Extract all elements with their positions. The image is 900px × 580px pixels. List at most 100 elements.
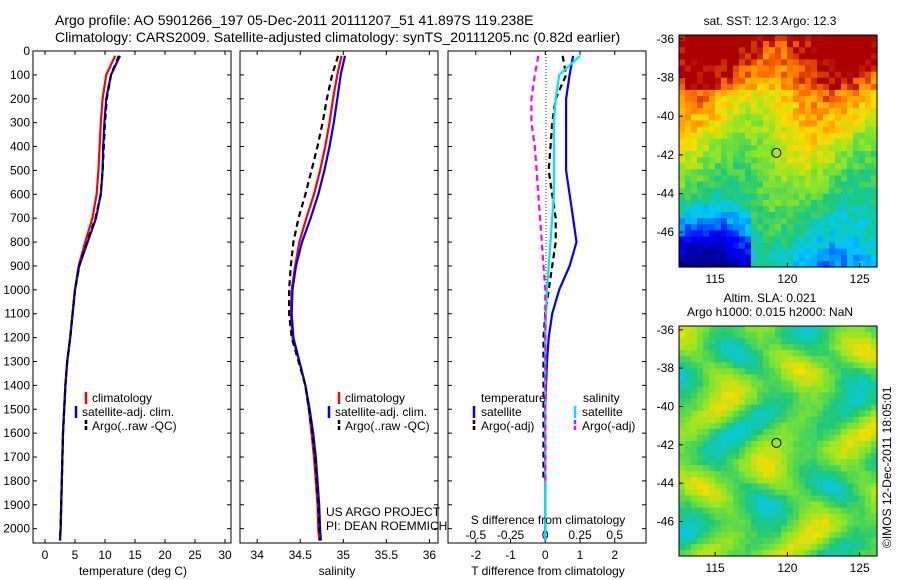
map-cell (751, 422, 758, 430)
map-cell (793, 230, 800, 238)
map-cell (841, 537, 848, 545)
map-cell (709, 126, 716, 134)
map-cell (715, 96, 722, 103)
map-cell (679, 428, 686, 436)
map-cell (793, 422, 800, 430)
lat-tick-label: -42 (657, 438, 675, 452)
map-cell (805, 525, 812, 533)
map-cell (835, 260, 842, 268)
map-cell (757, 549, 764, 557)
map-cell (769, 471, 776, 478)
map-cell (787, 157, 794, 164)
map-cell (787, 507, 794, 515)
map-cell (841, 77, 848, 85)
map-cell (817, 114, 824, 122)
map-cell (841, 242, 848, 250)
map-cell (871, 96, 878, 103)
map-cell (769, 362, 776, 369)
map-cell (739, 108, 746, 115)
map-cell (799, 398, 806, 406)
x-tick-label: 30 (218, 548, 232, 562)
map-cell (835, 416, 842, 424)
map-cell (763, 525, 770, 533)
map-cell (721, 416, 728, 424)
map-cell (823, 224, 830, 231)
map-cell (691, 71, 698, 79)
map-cell (721, 114, 728, 122)
map-cell (721, 175, 728, 183)
map-cell (757, 410, 764, 418)
map-cell (847, 47, 854, 54)
map-cell (823, 416, 830, 424)
map-cell (715, 471, 722, 478)
map-cell (811, 83, 818, 91)
map-cell (793, 47, 800, 54)
map-cell (853, 65, 860, 73)
map-cell (763, 212, 770, 219)
map-cell (775, 89, 782, 97)
map-cell (739, 83, 746, 91)
map-cell (787, 89, 794, 97)
map-cell (787, 477, 794, 484)
map-cell (751, 83, 758, 91)
map-cell (805, 398, 812, 406)
sla-map-frame (678, 325, 878, 557)
map-cell (847, 77, 854, 85)
map-cell (829, 398, 836, 406)
map-cell (799, 71, 806, 79)
map-cell (811, 549, 818, 557)
map-cell (739, 138, 746, 146)
map-cell (835, 138, 842, 146)
map-cell (823, 398, 830, 406)
map-cell (841, 453, 848, 460)
map-cell (745, 132, 752, 140)
map-cell (679, 35, 686, 42)
map-cell (793, 71, 800, 79)
map-cell (763, 126, 770, 134)
map-cell (721, 543, 728, 551)
map-cell (679, 513, 686, 521)
map-cell (697, 525, 704, 533)
map-cell (703, 59, 710, 67)
salinity-legend: climatology satellite-adj. clim. Argo(..… (327, 391, 430, 433)
map-cell (715, 549, 722, 557)
map-cell (781, 187, 788, 195)
map-cell (715, 356, 722, 363)
map-cell (817, 157, 824, 164)
map-cell (769, 126, 776, 134)
map-cell (697, 344, 704, 351)
map-cell (799, 102, 806, 109)
map-cell (721, 199, 728, 207)
map-cell (745, 398, 752, 406)
map-cell (697, 47, 704, 54)
map-cell (823, 483, 830, 491)
map-cell (697, 254, 704, 262)
map-cell (829, 441, 836, 448)
map-cell (679, 126, 686, 134)
map-cell (709, 35, 716, 42)
map-cell (691, 260, 698, 268)
map-cell (691, 96, 698, 103)
map-cell (703, 114, 710, 122)
map-cell (823, 77, 830, 85)
map-cell (751, 428, 758, 436)
map-cell (829, 193, 836, 201)
map-cell (733, 441, 740, 448)
map-cell (829, 218, 836, 225)
map-cell (745, 374, 752, 382)
map-cell (763, 398, 770, 406)
map-cell (823, 495, 830, 503)
map-cell (787, 489, 794, 497)
map-cell (703, 549, 710, 557)
map-cell (757, 59, 764, 67)
map-cell (763, 163, 770, 170)
map-cell (775, 132, 782, 140)
map-cell (703, 89, 710, 97)
map-cell (769, 47, 776, 54)
map-cell (745, 157, 752, 164)
map-cell (853, 120, 860, 128)
map-cell (871, 193, 878, 201)
map-cell (703, 254, 710, 262)
map-cell (871, 199, 878, 207)
map-cell (703, 126, 710, 134)
